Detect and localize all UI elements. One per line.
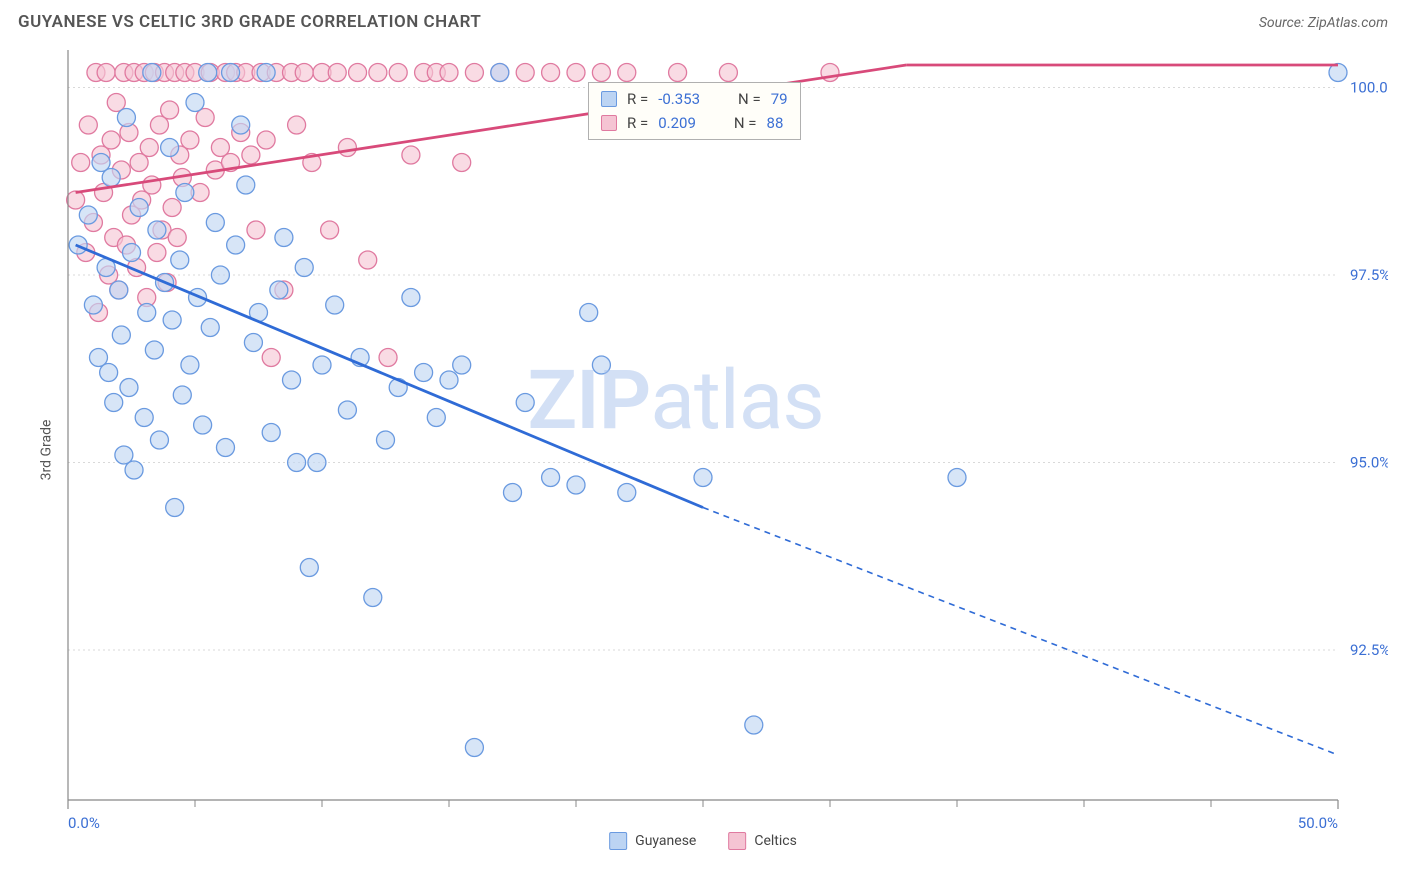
- y-axis-label: 3rd Grade: [38, 420, 54, 481]
- swatch-icon: [601, 91, 617, 107]
- r-value: 0.209: [658, 111, 696, 135]
- stats-row-guyanese: R = -0.353 N = 79: [601, 87, 788, 111]
- stats-box: R = -0.353 N = 79 R = 0.209 N = 88: [588, 82, 801, 140]
- svg-text:50.0%: 50.0%: [1298, 814, 1338, 832]
- chart-area: 3rd Grade 92.5% 95.0% 97.5% 100.0% 0.0% 50.0%…: [18, 40, 1388, 860]
- chart-container: GUYANESE VS CELTIC 3RD GRADE CORRELATION…: [0, 0, 1406, 892]
- n-value: 88: [767, 111, 784, 135]
- svg-text:97.5%: 97.5%: [1350, 266, 1388, 284]
- legend-label: Celtics: [754, 833, 796, 849]
- n-label: N =: [734, 111, 757, 135]
- n-label: N =: [738, 87, 761, 111]
- header-row: GUYANESE VS CELTIC 3RD GRADE CORRELATION…: [18, 12, 1388, 32]
- svg-text:92.5%: 92.5%: [1350, 641, 1388, 659]
- r-label: R =: [627, 111, 648, 135]
- svg-text:95.0%: 95.0%: [1350, 454, 1388, 472]
- svg-text:100.0%: 100.0%: [1350, 79, 1388, 97]
- r-label: R =: [627, 87, 648, 111]
- legend: Guyanese Celtics: [609, 832, 797, 850]
- legend-item-celtics: Celtics: [728, 832, 796, 850]
- chart-title: GUYANESE VS CELTIC 3RD GRADE CORRELATION…: [18, 12, 481, 32]
- legend-item-guyanese: Guyanese: [609, 832, 696, 850]
- swatch-icon: [728, 832, 746, 850]
- svg-text:0.0%: 0.0%: [68, 814, 100, 832]
- swatch-icon: [601, 115, 617, 131]
- source-label: Source: ZipAtlas.com: [1259, 15, 1388, 31]
- scatter-chart-svg: 92.5% 95.0% 97.5% 100.0% 0.0% 50.0%: [18, 40, 1388, 860]
- legend-label: Guyanese: [635, 833, 696, 849]
- stats-row-celtics: R = 0.209 N = 88: [601, 111, 788, 135]
- swatch-icon: [609, 832, 627, 850]
- n-value: 79: [771, 87, 788, 111]
- r-value: -0.353: [658, 87, 700, 111]
